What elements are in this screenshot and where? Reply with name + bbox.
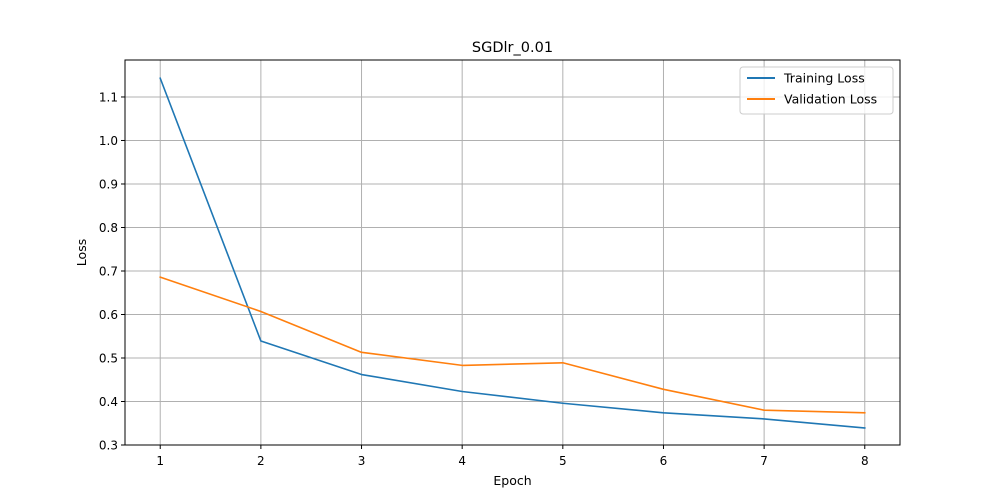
y-tick-label: 0.7 [99, 264, 118, 278]
tick-layer: 1 2 3 4 5 6 7 8 0.3 0.4 0.5 0.6 0.7 0.8 0.9 1.0 1.1 [99, 90, 869, 468]
y-tick-label: 0.3 [99, 439, 118, 453]
y-tick-label: 0.4 [99, 395, 118, 409]
series-line-training-loss [159, 77, 866, 429]
y-axis-label: Loss [74, 239, 89, 266]
legend: Training Loss Validation Loss [739, 66, 894, 115]
x-tick-label: 5 [559, 454, 567, 468]
x-tick-label: 6 [660, 454, 668, 468]
x-tick-label: 3 [358, 454, 366, 468]
x-tick-label: 4 [458, 454, 466, 468]
chart-title: SGDlr_0.01 [472, 40, 553, 56]
y-tick-label: 0.5 [99, 351, 118, 365]
y-tick-label: 0.9 [99, 177, 118, 191]
legend-label-training: Training Loss [783, 71, 865, 86]
y-tick-label: 1.1 [99, 90, 118, 104]
legend-label-validation: Validation Loss [784, 92, 877, 107]
x-tick-label: 8 [861, 454, 869, 468]
series-layer [159, 77, 866, 429]
x-tick-label: 2 [257, 454, 265, 468]
x-axis-label: Epoch [493, 473, 531, 488]
y-tick-label: 0.8 [99, 221, 118, 235]
series-line-validation-loss [159, 276, 866, 414]
y-tick-label: 0.6 [99, 308, 118, 322]
x-tick-label: 7 [760, 454, 768, 468]
x-tick-label: 1 [156, 454, 164, 468]
y-tick-label: 1.0 [99, 134, 118, 148]
plot-frame [124, 59, 901, 446]
legend-box [739, 66, 894, 115]
grid-layer [125, 60, 900, 446]
